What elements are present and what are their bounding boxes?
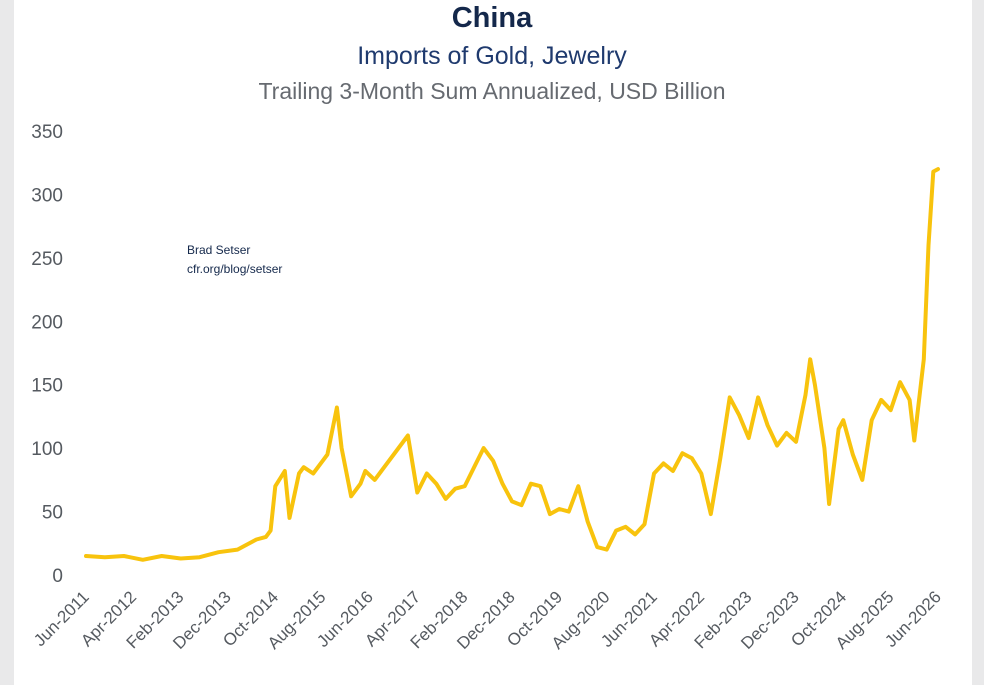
y-tick-label: 200 bbox=[31, 312, 63, 333]
y-tick-label: 300 bbox=[31, 185, 63, 206]
y-tick-label: 0 bbox=[52, 566, 63, 587]
credit-author: Brad Setser bbox=[187, 243, 251, 257]
chart-subtitle-units: Trailing 3-Month Sum Annualized, USD Bil… bbox=[258, 78, 726, 104]
chart-subtitle: Imports of Gold, Jewelry bbox=[357, 42, 627, 70]
y-tick-label: 50 bbox=[42, 503, 63, 524]
chart-card bbox=[14, 0, 972, 685]
y-tick-label: 150 bbox=[31, 376, 63, 397]
chart-title: China bbox=[451, 2, 533, 34]
y-tick-label: 250 bbox=[31, 249, 63, 270]
credit-url: cfr.org/blog/setser bbox=[187, 262, 283, 276]
series-line bbox=[84, 167, 940, 562]
y-tick-label: 350 bbox=[31, 122, 63, 143]
y-tick-label: 100 bbox=[31, 439, 63, 460]
